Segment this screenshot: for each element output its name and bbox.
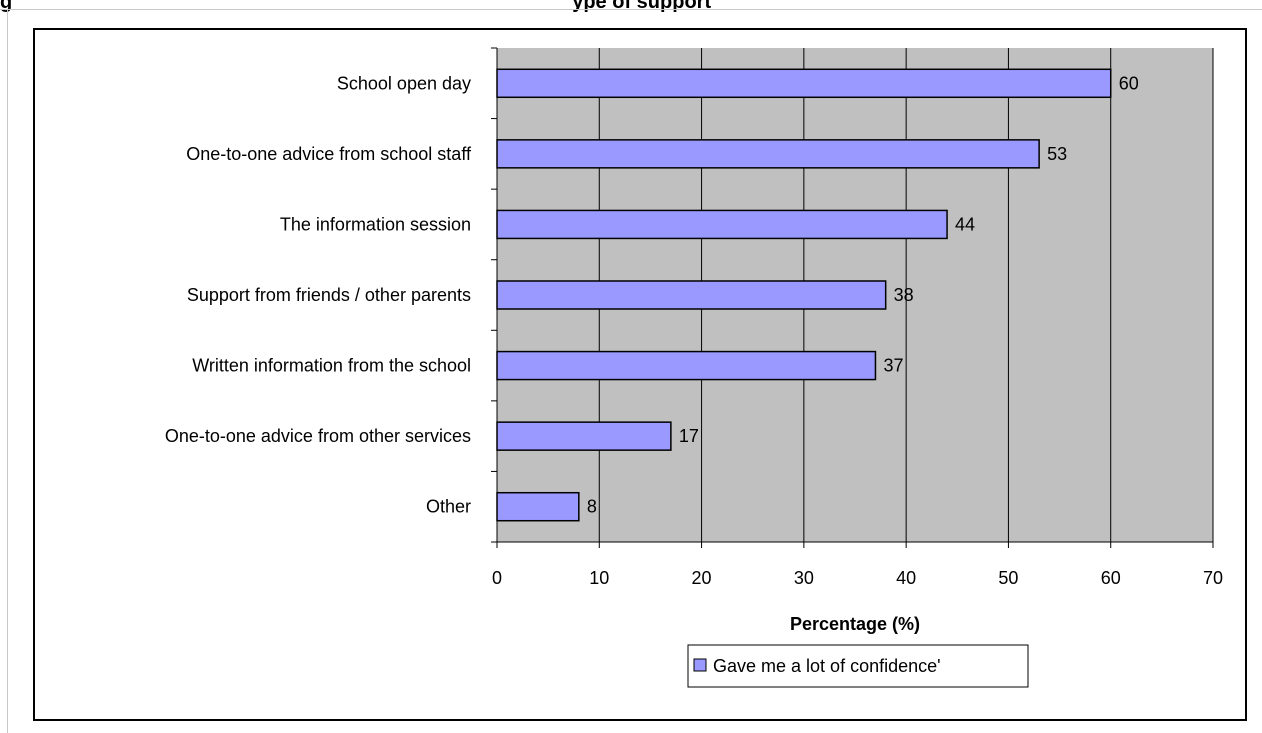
legend-swatch bbox=[693, 658, 707, 672]
data-label: 44 bbox=[955, 214, 975, 234]
bar bbox=[496, 491, 580, 522]
category-labels: School open day One-to-one advice from sc… bbox=[165, 73, 472, 516]
bar bbox=[496, 139, 1040, 169]
category-label: Written information from the school bbox=[192, 356, 471, 376]
bar bbox=[496, 280, 887, 310]
x-tick-label: 60 bbox=[1101, 568, 1121, 588]
bar bbox=[496, 421, 672, 451]
category-label: Support from friends / other parents bbox=[187, 285, 471, 305]
bar bbox=[496, 209, 948, 240]
x-tick-labels: 0 10 20 30 40 50 60 70 bbox=[492, 568, 1223, 588]
legend-label: Gave me a lot of confidence' bbox=[713, 656, 941, 676]
category-label: One-to-one advice from school staff bbox=[186, 144, 472, 164]
page-top-rule bbox=[0, 9, 1262, 10]
x-tick-label: 30 bbox=[794, 568, 814, 588]
data-label: 53 bbox=[1047, 144, 1067, 164]
x-tick-label: 0 bbox=[492, 568, 502, 588]
legend: Gave me a lot of confidence' bbox=[687, 644, 1029, 688]
data-label: 60 bbox=[1119, 73, 1139, 93]
category-label: Other bbox=[426, 497, 471, 517]
data-label: 37 bbox=[883, 356, 903, 376]
data-label: 38 bbox=[894, 285, 914, 305]
page-left-rule bbox=[7, 9, 8, 733]
data-label: 17 bbox=[679, 426, 699, 446]
category-label: School open day bbox=[337, 73, 471, 93]
axes bbox=[491, 47, 1214, 548]
legend-box bbox=[687, 644, 1029, 688]
x-axis-title: Percentage (%) bbox=[790, 614, 920, 634]
x-tick-label: 40 bbox=[896, 568, 916, 588]
bar bbox=[496, 350, 877, 381]
x-tick-label: 50 bbox=[998, 568, 1018, 588]
data-labels: 60 53 44 38 37 17 8 bbox=[587, 73, 1139, 516]
category-label: The information session bbox=[280, 214, 471, 234]
category-label: One-to-one advice from other services bbox=[165, 426, 471, 446]
x-tick-label: 20 bbox=[692, 568, 712, 588]
bar bbox=[496, 68, 1112, 99]
x-tick-label: 70 bbox=[1203, 568, 1223, 588]
data-label: 8 bbox=[587, 497, 597, 517]
x-tick-label: 10 bbox=[589, 568, 609, 588]
